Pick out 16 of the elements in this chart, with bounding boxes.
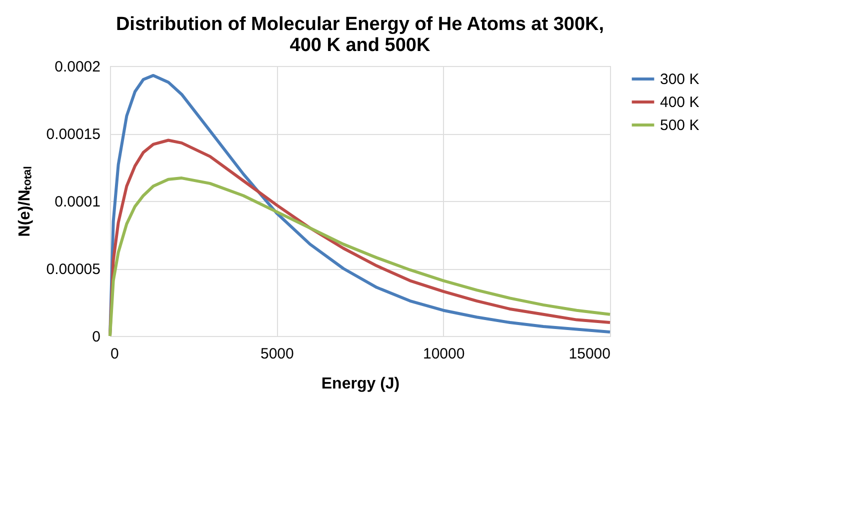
x-axis-title: Energy (J)	[321, 376, 400, 392]
line-series	[108, 176, 612, 338]
x-tick-label: 15000	[568, 346, 610, 362]
legend-label: 400 K	[660, 94, 700, 111]
y-tick-label: 0.0002	[54, 58, 100, 76]
y-tick-label: 0	[92, 328, 100, 346]
chart-title: Distribution of Molecular Energy of He Atoms at 300K, 400 K and 500K	[116, 14, 604, 56]
y-tick-label: 0.00005	[46, 261, 100, 278]
y-axis-title: N(e)/Nₜₒₜₐₗ	[16, 166, 34, 237]
y-tick-label: 0.0001	[54, 194, 100, 210]
legend-label: 500 K	[660, 117, 700, 134]
x-tick-label: 5000	[260, 346, 294, 362]
legend-label: 300 K	[660, 71, 700, 88]
y-tick-label: 0.00015	[46, 126, 100, 143]
x-tick-label: 0	[110, 346, 119, 362]
x-tick-label: 10000	[422, 346, 465, 362]
